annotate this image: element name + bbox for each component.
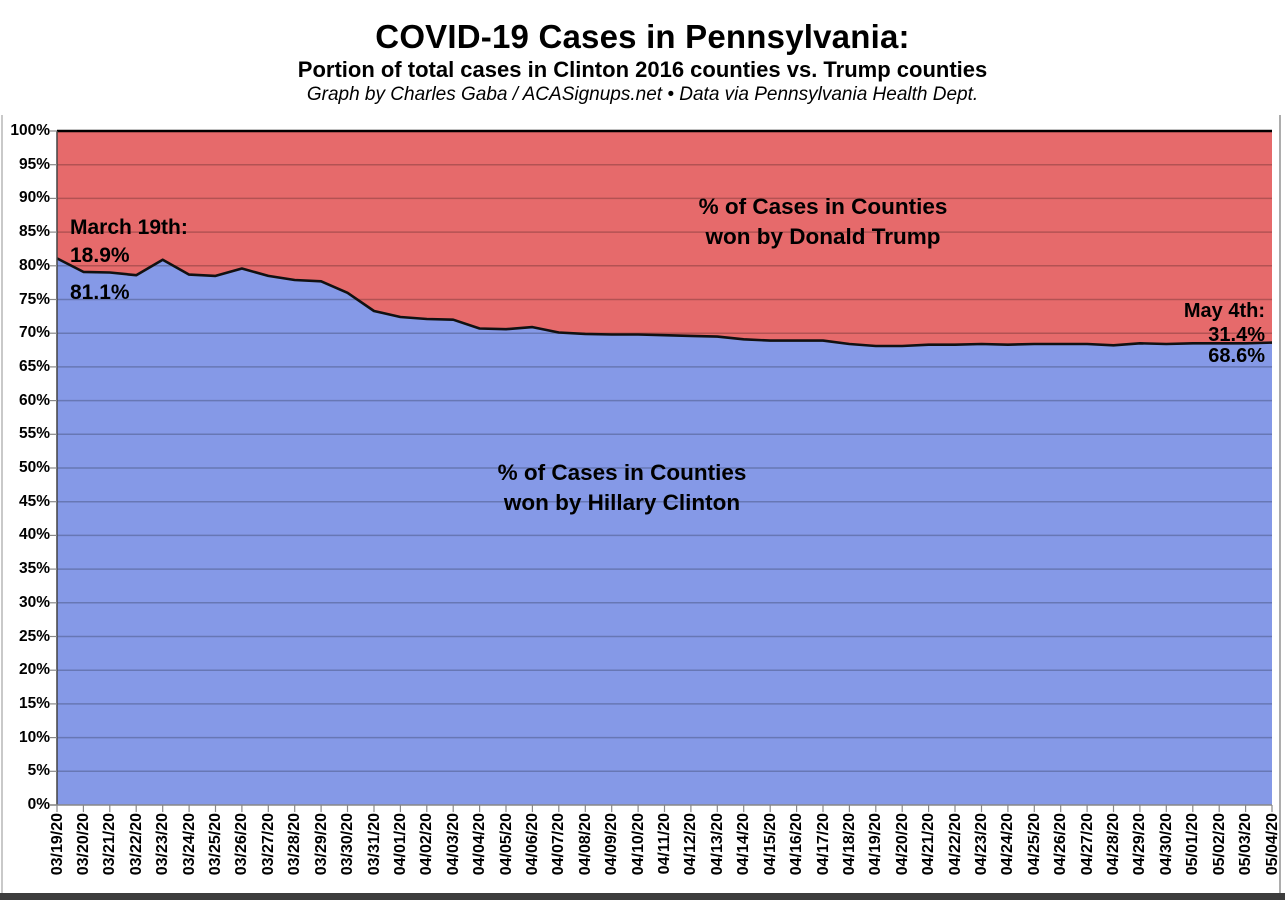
- clinton-area-label-line1: % of Cases in Counties: [497, 460, 747, 485]
- x-axis-label: 04/26/20: [1052, 813, 1070, 876]
- x-axis-label: 03/27/20: [259, 813, 277, 876]
- x-axis-label: 03/26/20: [233, 813, 251, 876]
- y-axis-label: 15%: [18, 694, 50, 712]
- y-axis-label: 40%: [18, 526, 50, 544]
- y-axis-label: 35%: [18, 560, 50, 578]
- x-axis-label: 04/06/20: [523, 813, 541, 876]
- trump-area-label: % of Cases in Counties won by Donald Tru…: [699, 192, 948, 252]
- x-axis-label: 04/27/20: [1078, 813, 1096, 876]
- y-axis-label: 85%: [18, 223, 50, 241]
- frame-left-border: [1, 115, 3, 893]
- annotation-may-trump-pct: 31.4%: [1208, 324, 1265, 346]
- chart-byline: Graph by Charles Gaba / ACASignups.net •…: [306, 84, 979, 105]
- y-axis-label: 0%: [27, 796, 50, 813]
- annotation-may-date: May 4th:: [1183, 300, 1265, 322]
- y-axis-label: 10%: [18, 728, 50, 746]
- y-axis-label: 90%: [18, 189, 50, 207]
- annotation-march-trump-pct: 18.9%: [70, 244, 130, 267]
- clinton-area-label: % of Cases in Counties won by Hillary Cl…: [498, 458, 747, 518]
- x-axis-label: 03/23/20: [154, 813, 172, 876]
- x-axis-label: 04/14/20: [735, 813, 753, 876]
- x-axis-label: 03/19/20: [48, 813, 66, 876]
- annotation-may-clinton-pct: 68.6%: [1208, 345, 1265, 367]
- y-axis-label: 25%: [18, 627, 50, 645]
- x-axis-label: 04/03/20: [444, 813, 462, 876]
- frame-bottom-border: [0, 893, 1285, 900]
- y-axis-label: 20%: [18, 661, 50, 679]
- x-axis-label: 03/28/20: [286, 813, 304, 876]
- x-axis-label: 04/18/20: [840, 813, 858, 876]
- x-axis-label: 04/29/20: [1131, 813, 1149, 876]
- y-axis-label: 50%: [18, 459, 50, 476]
- annotation-march-clinton-pct: 81.1%: [70, 281, 130, 304]
- x-axis-label: 05/04/20: [1263, 813, 1281, 876]
- x-axis-label: 04/02/20: [418, 813, 436, 876]
- trump-area-fill: [57, 131, 1272, 346]
- x-axis-label: 04/28/20: [1105, 813, 1122, 876]
- x-axis-label: 04/21/20: [920, 813, 938, 876]
- chart-subtitle: Portion of total cases in Clinton 2016 c…: [297, 57, 988, 82]
- x-axis-label: 04/05/20: [497, 813, 515, 876]
- boundary-line: [56, 257, 1273, 348]
- x-axis-label: 03/30/20: [339, 813, 356, 876]
- x-axis-label: 03/24/20: [180, 813, 198, 876]
- x-axis-label: 05/02/20: [1210, 813, 1228, 876]
- x-axis-label: 04/30/20: [1157, 813, 1175, 876]
- y-axis-label: 65%: [18, 357, 50, 375]
- y-axis-label: 60%: [18, 391, 50, 409]
- trump-area-label-line2: won by Donald Trump: [705, 224, 941, 249]
- y-axis-label: 45%: [18, 492, 50, 510]
- x-axis-label: 04/07/20: [550, 813, 568, 876]
- x-axis-label: 04/24/20: [999, 813, 1017, 876]
- y-axis-label: 55%: [18, 425, 50, 443]
- annotation-march-19: March 19th: 18.9%: [70, 214, 188, 270]
- x-axis-label: 04/04/20: [471, 813, 489, 876]
- x-axis-label: 04/22/20: [946, 813, 964, 876]
- x-axis-label: 04/13/20: [708, 813, 726, 876]
- x-axis-label: 04/15/20: [761, 813, 779, 876]
- x-axis-label: 04/17/20: [814, 813, 832, 876]
- x-axis-label: 05/01/20: [1184, 813, 1202, 876]
- y-axis-label: 80%: [18, 256, 50, 274]
- y-axis-label: 30%: [18, 593, 50, 611]
- y-axis-label: 100%: [10, 122, 50, 139]
- clinton-area-label-line2: won by Hillary Clinton: [503, 490, 741, 515]
- x-axis-label: 04/09/20: [603, 813, 621, 876]
- x-axis-label: 04/12/20: [682, 813, 700, 876]
- x-axis-label: 03/21/20: [101, 813, 119, 876]
- clinton-area-fill: [57, 258, 1272, 805]
- x-axis-label: 04/08/20: [576, 813, 594, 876]
- x-axis-label: 04/20/20: [893, 813, 911, 876]
- x-axis-label: 04/23/20: [973, 813, 990, 876]
- frame-right-border: [1279, 115, 1281, 893]
- annotation-may-4: May 4th: 31.4%: [1184, 299, 1265, 347]
- x-axis-label: 04/19/20: [867, 813, 885, 876]
- y-axis-label: 75%: [18, 290, 50, 308]
- annotation-march-date: March 19th:: [70, 216, 188, 239]
- x-axis-label: 03/29/20: [312, 813, 330, 876]
- y-axis-label: 5%: [27, 762, 50, 780]
- x-axis-label: 03/22/20: [127, 813, 145, 876]
- x-axis-label: 04/25/20: [1025, 813, 1043, 876]
- x-axis-label: 04/01/20: [391, 813, 409, 876]
- trump-area-label-line1: % of Cases in Counties: [698, 194, 948, 219]
- x-axis-label: 03/20/20: [74, 813, 92, 876]
- y-axis-label: 70%: [18, 324, 50, 342]
- y-axis-label: 95%: [18, 155, 50, 173]
- x-axis-label: 05/03/20: [1237, 813, 1255, 876]
- x-axis-label: 03/31/20: [365, 813, 383, 876]
- page-title: COVID-19 Cases in Pennsylvania:: [375, 18, 910, 55]
- x-axis-label: 04/16/20: [788, 813, 806, 876]
- x-axis-label: 03/25/20: [207, 813, 224, 876]
- x-axis-label: 04/10/20: [629, 813, 647, 876]
- x-axis-label: 04/11/20: [656, 813, 673, 875]
